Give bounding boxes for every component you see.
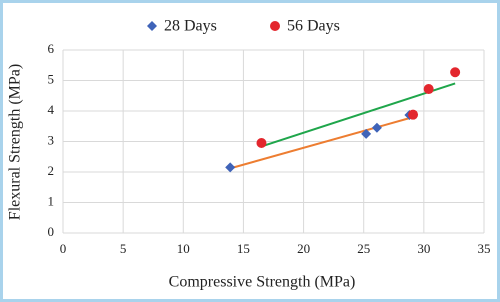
x-tick-label: 20 <box>297 241 310 256</box>
marker <box>450 67 461 78</box>
y-tick-label: 3 <box>48 132 55 147</box>
marker <box>256 138 267 149</box>
marker <box>225 162 236 173</box>
legend-label: 28 Days <box>164 18 217 35</box>
x-tick-label: 25 <box>357 241 370 256</box>
legend-marker <box>270 21 280 31</box>
x-tick-label: 10 <box>177 241 190 256</box>
legend-label: 56 Days <box>287 18 340 35</box>
x-tick-label: 15 <box>237 241 250 256</box>
x-tick-label: 0 <box>60 241 67 256</box>
y-tick-label: 4 <box>48 102 55 117</box>
marker <box>361 128 372 139</box>
y-tick-label: 0 <box>48 224 55 239</box>
x-tick-label: 30 <box>417 241 430 256</box>
marker <box>371 122 382 133</box>
y-tick-label: 6 <box>48 41 55 56</box>
x-tick-label: 5 <box>120 241 127 256</box>
marker <box>408 109 419 120</box>
x-tick-label: 35 <box>478 241 491 256</box>
y-tick-label: 1 <box>48 193 55 208</box>
y-tick-label: 5 <box>48 71 55 86</box>
x-axis-label: Compressive Strength (MPa) <box>169 274 356 291</box>
y-tick-label: 2 <box>48 163 55 178</box>
legend-marker <box>147 21 157 31</box>
marker <box>423 84 434 95</box>
y-axis-label: Flexural Strength (MPa) <box>7 64 24 220</box>
trend-line <box>261 82 456 148</box>
